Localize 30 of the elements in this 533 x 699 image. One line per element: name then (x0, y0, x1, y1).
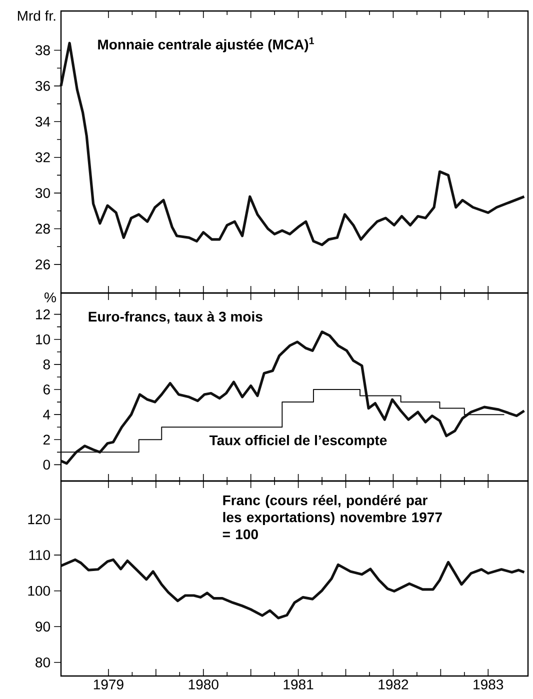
y-tick-label: 80 (36, 657, 50, 668)
y-tick-label: 4 (43, 410, 50, 420)
y-tick-label: 120 (28, 514, 50, 524)
y-axis-title: Mrd fr. (18, 10, 56, 21)
y-tick-label: 30 (36, 188, 50, 198)
y-tick-label: 36 (36, 80, 50, 91)
x-tick-label: 1983 (474, 680, 504, 690)
y-tick-label: 0 (43, 460, 50, 470)
y-tick-label: 34 (36, 116, 50, 127)
y-tick-label: 38 (36, 45, 50, 56)
x-tick-label: 1979 (94, 680, 124, 690)
text: Monnaie centrale ajustée (MCA)$^{1}$ (98, 37, 314, 52)
y-tick-label: 6 (43, 384, 50, 394)
text: Franc (cours réel, pondéré par les exportations) novembre 1977 = 100 (222, 494, 442, 540)
y-axis-title: % (44, 292, 56, 302)
y-tick-label: 28 (36, 224, 50, 234)
y-tick-label: 32 (36, 152, 50, 162)
y-tick-label: 110 (29, 550, 50, 560)
text: Euro-francs, taux à 3 mois (88, 311, 262, 324)
y-tick-label: 26 (36, 259, 50, 270)
y-tick-label: 12 (36, 309, 50, 320)
x-tick-label: 1981 (284, 680, 314, 690)
x-tick-label: 1982 (378, 680, 408, 690)
y-tick-label: 10 (36, 334, 50, 344)
x-tick-label: 1980 (188, 680, 218, 690)
series-label: Taux officiel de l’escompte (209, 434, 387, 448)
y-tick-label: 8 (43, 359, 50, 370)
y-tick-label: 100 (28, 586, 50, 596)
y-tick-label: 2 (43, 434, 50, 445)
y-tick-label: 90 (36, 622, 50, 632)
